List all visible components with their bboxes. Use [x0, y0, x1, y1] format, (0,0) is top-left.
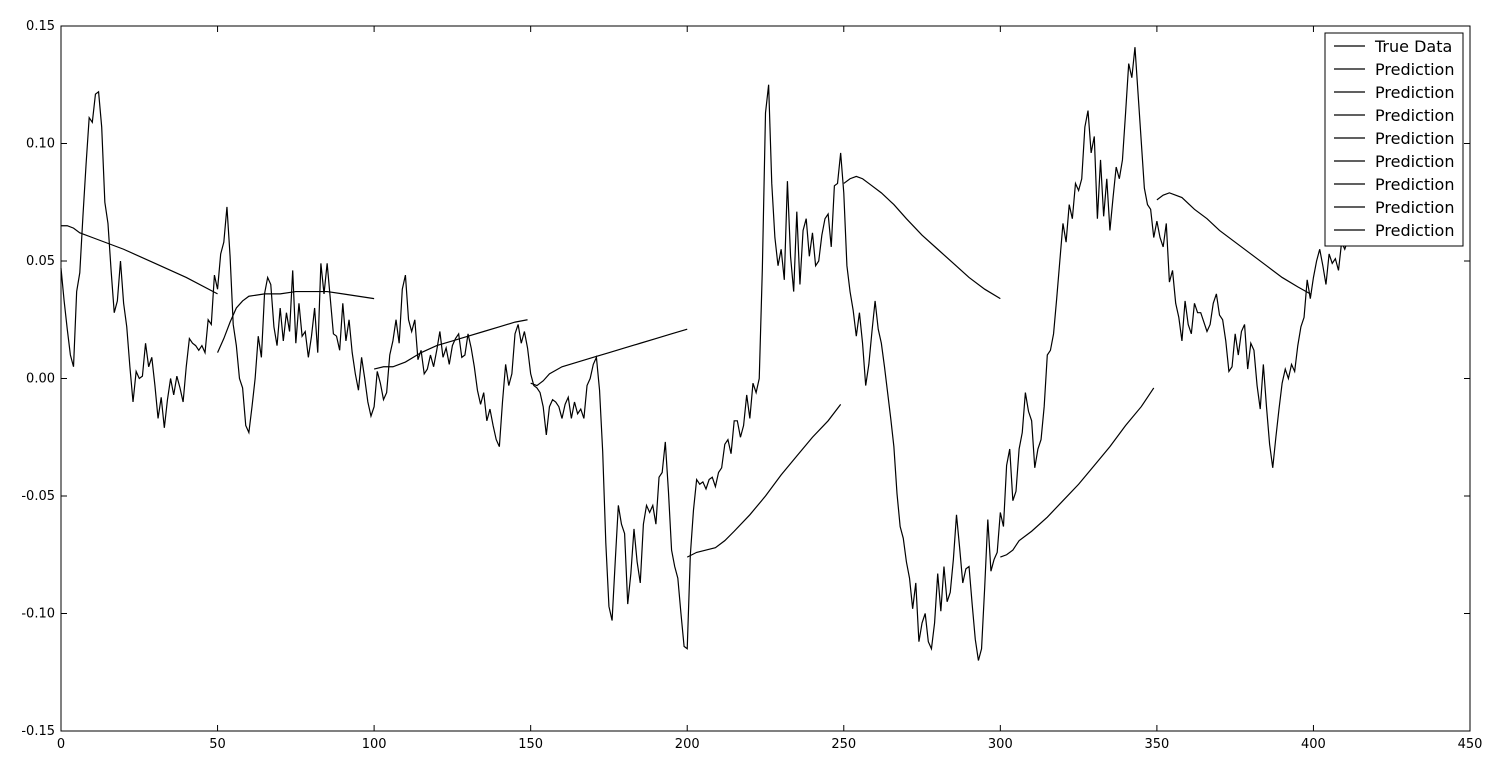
prediction-line-2: [217, 290, 375, 353]
legend-label: Prediction: [1375, 221, 1454, 240]
x-tick-label: 350: [1144, 737, 1169, 752]
x-axis: 0 50 100 150 200 250 300 350 400 450: [57, 26, 1483, 752]
true-data-line: [60, 47, 1349, 661]
legend-label: Prediction: [1375, 129, 1454, 148]
prediction-line-4: [530, 328, 688, 387]
prediction-line-5: [686, 403, 842, 558]
y-tick-label: -0.05: [21, 489, 55, 504]
y-tick-label: 0.15: [26, 19, 55, 34]
y-tick-label: 0.10: [26, 137, 55, 152]
x-tick-label: 250: [831, 737, 856, 752]
x-tick-label: 0: [57, 737, 65, 752]
x-tick-label: 200: [675, 737, 700, 752]
x-tick-label: 100: [362, 737, 387, 752]
legend-label: True Data: [1374, 37, 1452, 56]
y-tick-label: -0.15: [21, 724, 55, 739]
x-tick-label: 50: [209, 737, 226, 752]
plot-lines: [60, 47, 1349, 661]
y-axis: -0.15 -0.10 -0.05 0.00 0.05 0.10 0.15: [21, 19, 1470, 739]
x-tick-label: 400: [1301, 737, 1326, 752]
legend-label: Prediction: [1375, 198, 1454, 217]
x-tick-label: 450: [1458, 737, 1483, 752]
prediction-line-8: [1156, 192, 1311, 295]
legend-label: Prediction: [1375, 175, 1454, 194]
prediction-line-7: [1000, 387, 1155, 558]
legend: True Data Prediction Prediction Prediction P…: [1324, 32, 1464, 247]
legend-label: Prediction: [1375, 152, 1454, 171]
prediction-line-1: [61, 225, 218, 295]
legend-label: Prediction: [1375, 106, 1454, 125]
prediction-line-3: [373, 319, 528, 370]
y-tick-label: 0.00: [26, 372, 55, 387]
x-tick-label: 150: [518, 737, 543, 752]
prediction-line-6: [843, 175, 1001, 300]
legend-label: Prediction: [1375, 60, 1454, 79]
x-tick-label: 300: [988, 737, 1013, 752]
legend-label: Prediction: [1375, 83, 1454, 102]
y-tick-label: 0.05: [26, 254, 55, 269]
y-tick-label: -0.10: [21, 607, 55, 622]
